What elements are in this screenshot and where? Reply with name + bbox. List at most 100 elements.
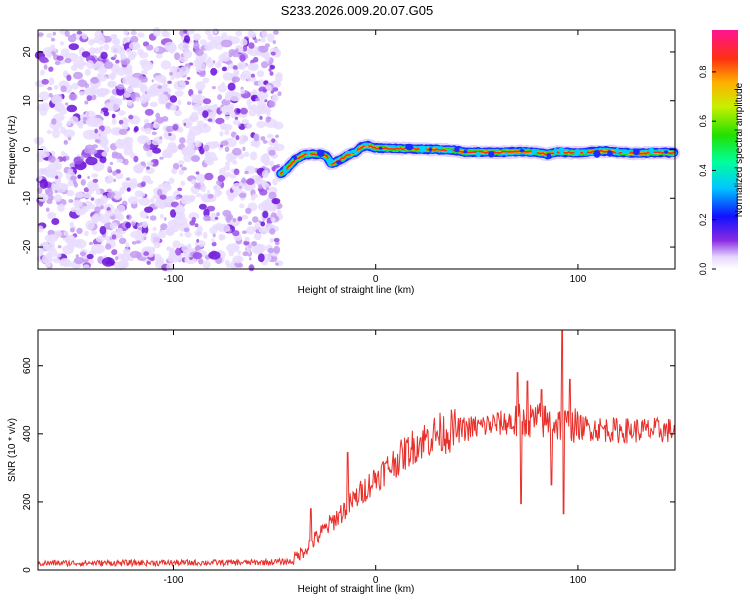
noise-cell: [149, 197, 155, 204]
noise-cell: [110, 56, 116, 61]
noise-cell: [46, 199, 53, 205]
noise-cell: [40, 98, 45, 103]
noise-cell: [85, 156, 98, 166]
noise-cell: [213, 103, 218, 110]
noise-cell: [220, 140, 229, 146]
noise-cell: [176, 204, 183, 209]
noise-cell: [212, 233, 216, 238]
noise-cell: [53, 84, 59, 90]
noise-cell: [249, 151, 258, 161]
noise-cell: [166, 128, 171, 133]
y-tick-label: 10: [22, 95, 33, 107]
colorbar-label: Normalized spectral amplitude: [734, 82, 745, 217]
noise-cell: [259, 227, 269, 235]
noise-cell: [116, 213, 124, 221]
noise-cell: [183, 29, 188, 34]
spectrogram-y-label: Frequency (Hz): [7, 116, 18, 185]
noise-cell: [232, 230, 240, 237]
noise-cell: [76, 227, 83, 235]
noise-cell: [183, 35, 191, 43]
noise-cell: [208, 251, 221, 260]
noise-cell: [239, 107, 248, 115]
noise-cell: [111, 113, 116, 119]
noise-cell: [133, 164, 144, 174]
noise-cell: [73, 182, 78, 188]
noise-cell: [46, 129, 52, 135]
noise-cell: [181, 245, 193, 253]
noise-cell: [99, 225, 107, 235]
noise-cell: [268, 100, 276, 108]
noise-cell: [260, 37, 266, 43]
noise-cell: [70, 64, 78, 71]
noise-cell: [196, 225, 203, 233]
noise-cell: [62, 156, 67, 162]
noise-cell: [91, 230, 98, 235]
noise-cell: [259, 115, 263, 120]
noise-cell: [143, 251, 150, 256]
noise-cell: [97, 34, 105, 45]
noise-cell: [246, 178, 255, 186]
noise-cell: [202, 77, 210, 84]
noise-cell: [55, 252, 62, 258]
noise-cell: [210, 67, 218, 76]
noise-cell: [195, 193, 202, 198]
noise-cell: [181, 166, 187, 171]
noise-cell: [144, 127, 152, 134]
noise-cell: [113, 208, 118, 213]
noise-cell: [154, 46, 160, 53]
noise-cell: [46, 49, 53, 59]
spectrogram-x-ticks: -100 0 100: [163, 30, 587, 285]
noise-cell: [202, 98, 212, 105]
noise-cell: [166, 228, 174, 236]
noise-cell: [73, 71, 83, 80]
noise-cell: [142, 232, 147, 238]
noise-cell: [80, 179, 87, 186]
noise-cell: [136, 240, 141, 244]
noise-cell: [54, 190, 58, 194]
noise-cell: [257, 104, 268, 112]
ridge-cell: [558, 147, 565, 154]
noise-cell: [152, 147, 162, 154]
noise-cell: [260, 221, 266, 227]
noise-cell: [193, 41, 200, 50]
noise-cell: [84, 69, 92, 76]
noise-cell: [194, 140, 202, 147]
noise-cell: [104, 61, 114, 69]
noise-cell: [51, 218, 60, 225]
noise-cell: [170, 74, 175, 81]
ridge-cell: [648, 147, 655, 154]
noise-cell: [154, 159, 159, 165]
noise-cell: [88, 241, 94, 246]
noise-cell: [241, 230, 247, 234]
noise-cell: [184, 232, 192, 238]
noise-cell: [268, 191, 277, 200]
noise-cell: [275, 72, 283, 79]
noise-cell: [183, 122, 186, 126]
noise-cell: [239, 203, 245, 209]
noise-cell: [143, 143, 151, 152]
ridge-cell: [504, 152, 509, 156]
noise-cell: [246, 99, 252, 107]
noise-cell: [198, 124, 211, 133]
noise-cell: [198, 62, 206, 71]
noise-cell: [249, 257, 252, 261]
noise-cell: [113, 54, 118, 58]
noise-cell: [190, 94, 198, 99]
noise-cell: [254, 222, 260, 230]
ridge-cell: [429, 147, 432, 152]
noise-cell: [66, 74, 72, 82]
noise-cell: [198, 70, 206, 78]
noise-cell: [76, 30, 83, 35]
noise-cell: [50, 51, 56, 55]
noise-cell: [86, 60, 94, 69]
noise-cell: [240, 88, 245, 95]
noise-cell: [237, 61, 247, 70]
noise-cell: [271, 198, 281, 205]
ridge-cell: [454, 146, 460, 153]
noise-cell: [214, 62, 222, 68]
noise-cell: [134, 183, 138, 188]
noise-cell: [112, 170, 117, 176]
noise-cell: [107, 166, 112, 173]
noise-cell: [226, 243, 240, 253]
noise-cell: [211, 86, 216, 90]
